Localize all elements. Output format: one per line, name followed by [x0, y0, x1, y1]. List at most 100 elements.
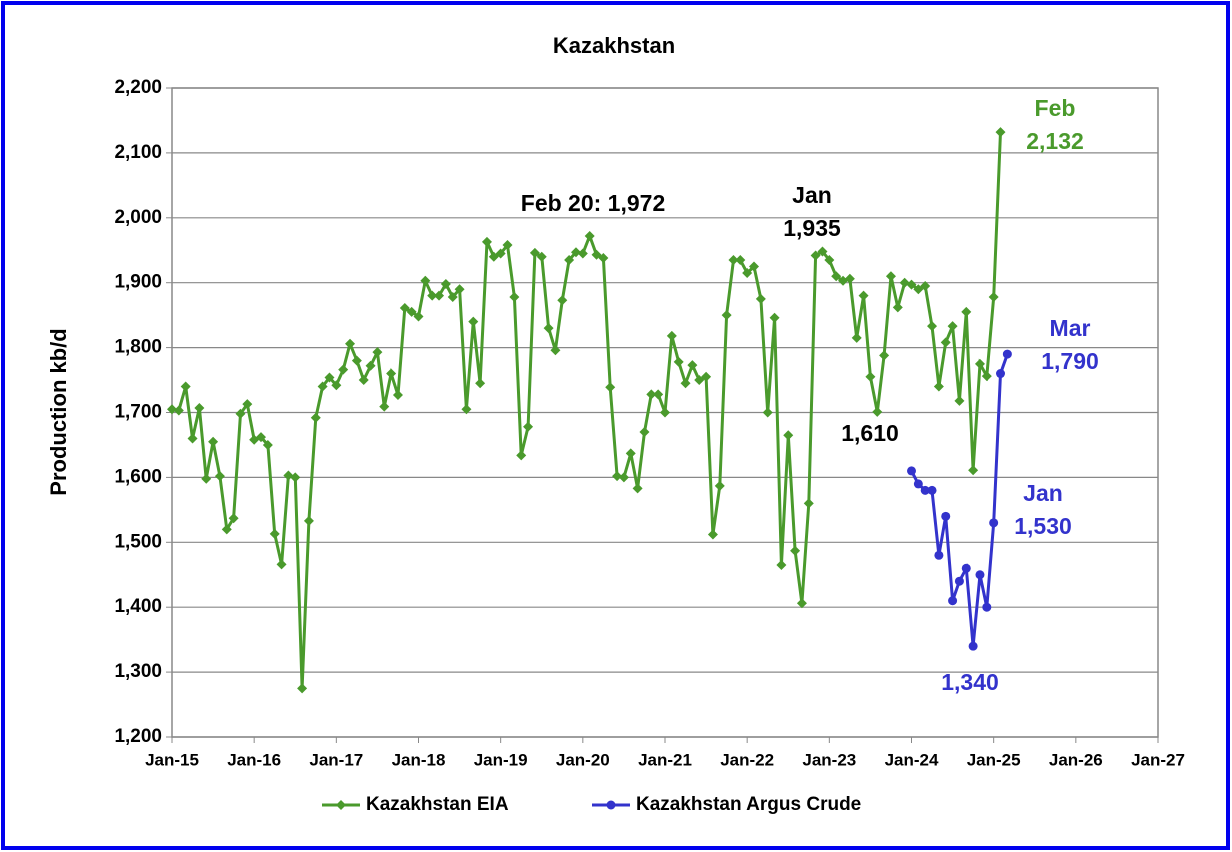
marker	[646, 389, 657, 400]
marker	[297, 683, 308, 694]
y-tick-label: 1,700	[114, 402, 162, 423]
marker	[892, 302, 903, 313]
marker	[639, 426, 650, 437]
marker	[941, 511, 951, 521]
x-tick-label: Jan-21	[638, 750, 692, 769]
marker	[687, 360, 698, 371]
marker	[379, 401, 390, 412]
marker	[365, 360, 376, 371]
marker	[618, 472, 629, 483]
marker	[974, 358, 985, 369]
y-tick-label: 1,900	[114, 272, 162, 293]
x-tick-label: Jan-27	[1131, 750, 1185, 769]
marker	[550, 345, 561, 356]
annotation: 1,935	[783, 215, 841, 241]
marker	[331, 380, 342, 391]
marker	[927, 321, 938, 332]
marker	[755, 293, 766, 304]
marker	[707, 529, 718, 540]
annotation: 1,610	[841, 420, 899, 446]
marker	[269, 528, 280, 539]
marker	[913, 479, 923, 489]
marker	[180, 381, 191, 392]
marker	[660, 407, 670, 418]
marker	[475, 378, 486, 389]
marker	[495, 248, 506, 259]
marker	[606, 800, 616, 810]
marker	[995, 127, 1006, 138]
marker	[701, 371, 712, 382]
marker	[721, 310, 732, 321]
marker	[735, 254, 746, 265]
marker	[317, 381, 328, 392]
marker	[605, 382, 616, 393]
annotation: 1,340	[941, 669, 999, 695]
marker	[543, 323, 554, 334]
marker	[509, 291, 520, 302]
chart-title: Kazakhstan	[553, 33, 675, 58]
x-tick-label: Jan-16	[227, 750, 281, 769]
marker	[940, 337, 951, 348]
marker	[968, 641, 978, 651]
marker	[961, 306, 972, 317]
marker	[769, 312, 780, 323]
x-tick-label: Jan-26	[1049, 750, 1103, 769]
marker	[934, 550, 944, 560]
marker	[954, 576, 964, 586]
marker	[865, 371, 876, 382]
annotation: 1,790	[1041, 348, 1099, 374]
marker	[666, 330, 677, 341]
marker	[913, 284, 924, 295]
marker	[502, 240, 513, 251]
y-tick-label: 2,000	[114, 207, 162, 228]
marker	[975, 570, 985, 580]
marker	[790, 545, 801, 556]
x-tick-label: Jan-22	[720, 750, 774, 769]
marker	[167, 404, 177, 415]
marker	[434, 290, 445, 301]
marker	[680, 378, 691, 389]
y-tick-label: 1,800	[114, 337, 162, 358]
marker	[885, 271, 896, 282]
marker	[844, 273, 855, 284]
annotation: Mar	[1050, 315, 1091, 341]
annotation: Jan	[792, 182, 832, 208]
marker	[728, 254, 739, 265]
marker	[933, 381, 944, 392]
y-axis-label: Production kb/d	[46, 328, 71, 495]
annotation: Feb	[1035, 95, 1076, 121]
marker	[783, 430, 794, 441]
x-tick-label: Jan-24	[885, 750, 939, 769]
marker	[879, 350, 890, 361]
marker	[173, 405, 184, 416]
marker	[488, 251, 499, 262]
x-tick-label: Jan-15	[145, 750, 199, 769]
marker	[481, 236, 492, 247]
marker	[577, 248, 588, 259]
x-tick-label: Jan-25	[967, 750, 1021, 769]
marker	[948, 596, 958, 606]
marker	[803, 498, 814, 509]
marker	[920, 485, 930, 495]
marker	[310, 412, 321, 423]
marker	[413, 311, 424, 322]
marker	[461, 404, 472, 415]
marker	[338, 364, 349, 375]
marker	[598, 253, 609, 264]
marker	[290, 472, 301, 483]
marker	[392, 389, 403, 400]
legend-item: Kazakhstan EIA	[322, 794, 509, 815]
marker	[516, 450, 527, 461]
marker	[427, 290, 438, 301]
marker	[749, 261, 760, 272]
marker	[961, 563, 971, 573]
marker	[406, 306, 417, 317]
y-tick-label: 1,400	[114, 596, 162, 617]
marker	[256, 432, 267, 443]
marker	[351, 355, 362, 366]
x-tick-label: Jan-17	[309, 750, 363, 769]
marker	[529, 247, 540, 258]
marker	[796, 598, 807, 609]
marker	[982, 602, 992, 612]
